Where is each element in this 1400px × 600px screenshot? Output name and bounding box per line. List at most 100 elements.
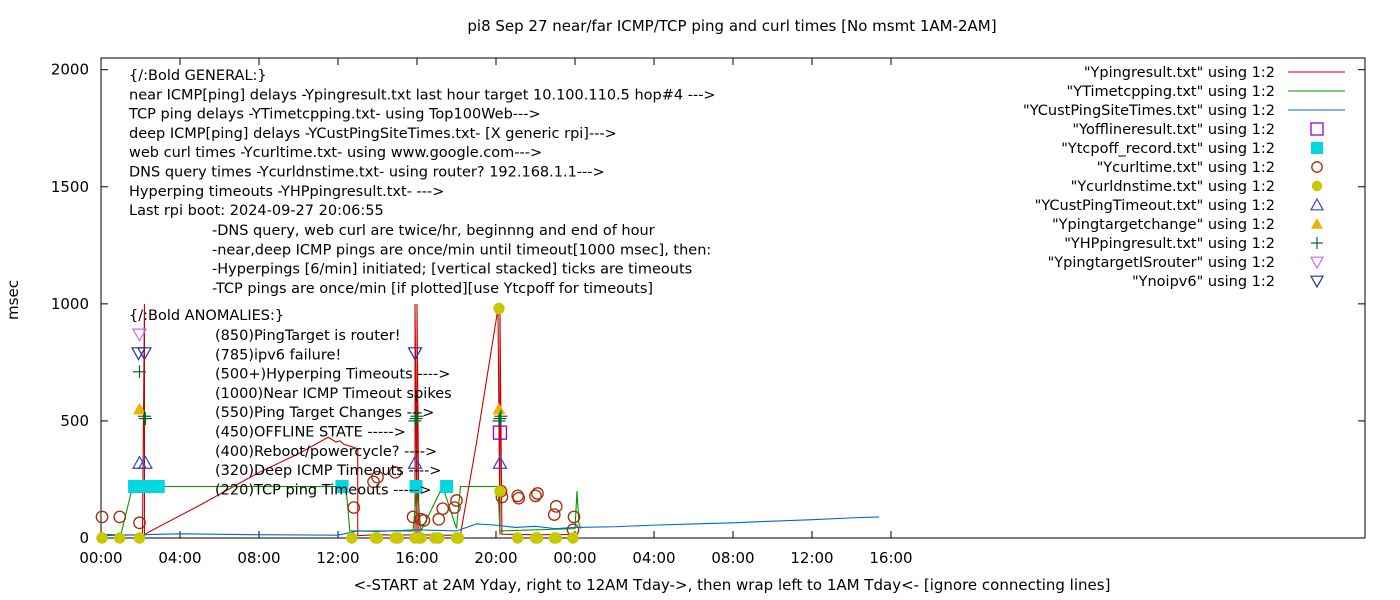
series-line <box>100 485 582 537</box>
x-tick-label: 00:00 <box>79 549 122 567</box>
y-tick-label: 1500 <box>51 178 89 196</box>
legend-swatch <box>1311 218 1323 229</box>
legend-label: "YHPpingresult.txt" using 1:2 <box>1064 236 1275 252</box>
series-5 <box>95 466 581 537</box>
data-point <box>410 409 424 423</box>
x-tick-label: 04:00 <box>158 549 201 567</box>
data-point <box>492 425 508 440</box>
data-point <box>547 508 561 521</box>
data-point <box>137 409 151 423</box>
data-point <box>450 494 463 507</box>
data-point <box>114 532 126 544</box>
legend-label: "Ypingresult.txt" using 1:2 <box>1084 65 1275 81</box>
data-point <box>440 479 454 493</box>
annotation-anomaly: (450)OFFLINE STATE -----> <box>215 425 406 441</box>
annotation-general: web curl times -Ycurltime.txt- using www… <box>129 145 542 161</box>
data-point <box>131 328 148 343</box>
y-tick-label: 1000 <box>51 295 89 313</box>
data-point <box>367 475 380 489</box>
data-point <box>492 455 508 469</box>
annotation-anomaly: (500+)Hyperping Timeouts ----> <box>215 367 450 383</box>
legend-label: "Yofflineresult.txt" using 1:2 <box>1072 122 1275 138</box>
data-point <box>371 532 384 544</box>
data-point <box>409 479 423 493</box>
x-tick-label: 08:00 <box>711 549 754 567</box>
y-tick-label: 2000 <box>51 61 89 79</box>
annotation-general: near ICMP[ping] delays -Ypingresult.txt … <box>129 87 716 103</box>
y-tick-label: 0 <box>79 529 89 547</box>
x-tick-label: 12:00 <box>316 549 359 567</box>
annotation-anomaly: (850)PingTarget is router! <box>215 328 401 344</box>
data-point <box>136 347 152 361</box>
axis-ticks: 00:00 04:00 08:00 12:00 16:00 20:00 00:00 04:00… <box>51 58 1365 567</box>
x-tick-label: 12:00 <box>790 549 833 567</box>
x-tick-label: 00:00 <box>553 549 596 567</box>
annotation-general: Hyperping timeouts -YHPpingresult.txt- -… <box>129 184 444 200</box>
data-point <box>452 532 465 544</box>
annotation-note: -DNS query, web curl are twice/hr, begin… <box>212 223 655 239</box>
data-point <box>567 532 579 544</box>
series-10 <box>131 328 148 343</box>
data-point <box>493 412 507 426</box>
data-point <box>493 302 505 315</box>
data-point <box>346 532 358 544</box>
x-tick-label: 16:00 <box>395 549 438 567</box>
x-tick-label: 20:00 <box>474 549 517 567</box>
annotation-note: -Hyperpings [6/min] initiated; [vertical… <box>212 262 692 278</box>
series-6 <box>96 302 579 544</box>
data-point <box>494 409 508 423</box>
legend-label: "YCustPingTimeout.txt" using 1:2 <box>1035 198 1275 214</box>
series-4 <box>128 479 454 493</box>
data-series <box>95 302 880 544</box>
data-point <box>433 532 445 544</box>
data-point <box>512 491 526 505</box>
data-point <box>494 485 506 497</box>
legend-label: "Ypingtargetchange" using 1:2 <box>1052 217 1275 233</box>
data-point <box>138 412 152 426</box>
annotation-general: deep ICMP[ping] delays -YCustPingSiteTim… <box>129 126 617 142</box>
annotation-anomalies-header: {/:Bold ANOMALIES:} <box>129 308 284 324</box>
series-2 <box>100 516 880 536</box>
data-point <box>113 510 127 524</box>
annotation-anomaly: (1000)Near ICMP Timeout spikes <box>215 386 452 402</box>
data-point <box>409 412 423 426</box>
annotation-anomaly: (550)Ping Target Changes ---> <box>215 405 434 421</box>
legend-label: "Ytcpoff_record.txt" using 1:2 <box>1061 141 1275 157</box>
data-point <box>137 455 153 469</box>
legend-swatch <box>1309 256 1325 270</box>
legend-label: "Ynoipv6" using 1:2 <box>1132 274 1275 290</box>
annotation-general: TCP ping delays -YTimetcpping.txt- using… <box>128 107 541 123</box>
series-3 <box>492 425 508 440</box>
data-point <box>96 532 108 544</box>
legend-label: "YCustPingSiteTimes.txt" using 1:2 <box>1023 103 1275 119</box>
legend-swatch <box>1309 275 1325 289</box>
legend-swatch <box>1311 237 1323 249</box>
legend-swatch <box>1311 180 1323 192</box>
data-point <box>388 466 402 479</box>
annotation-anomaly: (400)Reboot/powercycle? ----> <box>215 444 437 460</box>
annotation-general: Last rpi boot: 2024-09-27 20:06:55 <box>129 203 384 219</box>
y-axis-label: msec <box>4 280 22 320</box>
data-point <box>529 489 542 503</box>
data-point <box>347 501 361 514</box>
legend-swatch <box>1309 197 1325 211</box>
annotation-anomaly: (220)TCP ping Timeouts -----> <box>215 482 431 498</box>
series-1 <box>100 485 582 537</box>
x-tick-label: 08:00 <box>237 549 280 567</box>
legend-label: "YpingtargetISrouter" using 1:2 <box>1048 255 1275 271</box>
legend-label: "Ycurltime.txt" using 1:2 <box>1097 160 1275 176</box>
data-point <box>448 501 461 514</box>
data-point <box>415 532 427 544</box>
x-tick-label: 04:00 <box>632 549 675 567</box>
data-point <box>335 479 349 493</box>
series-line <box>100 516 880 536</box>
legend-swatch <box>1311 161 1323 173</box>
data-point <box>392 532 404 544</box>
data-point <box>133 365 147 379</box>
data-point <box>95 510 109 524</box>
data-point <box>371 470 384 484</box>
series-11 <box>131 347 423 361</box>
series-7 <box>131 455 508 469</box>
data-point <box>133 402 147 415</box>
